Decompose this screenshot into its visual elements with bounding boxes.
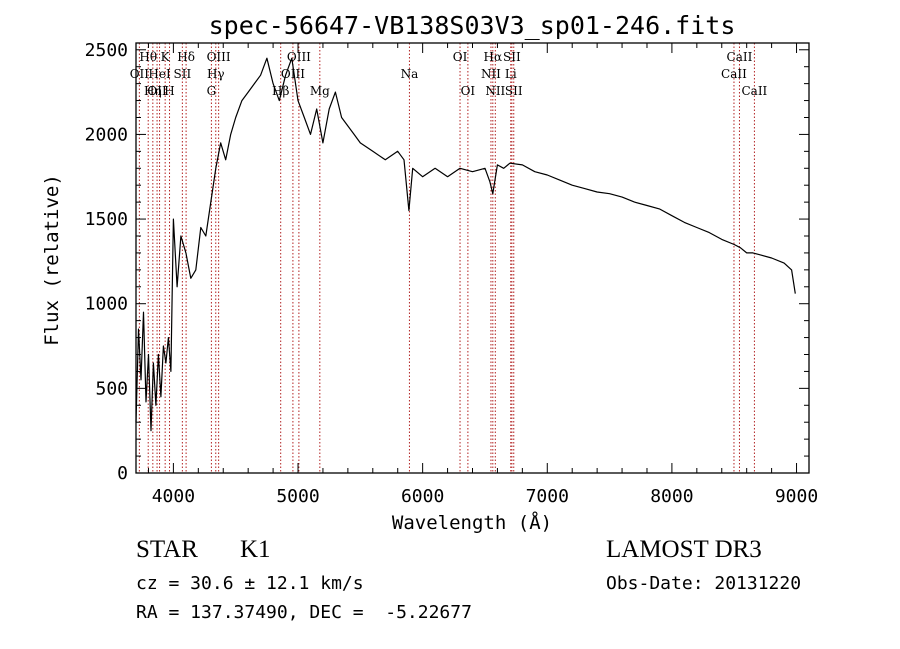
spectral-line-label: NII [485,84,505,98]
spectral-line-label: Hη [144,84,162,98]
object-subclass: K1 [240,536,271,563]
spectral-line-label: CaII [727,50,753,64]
spectral-line-label: CaII [721,67,747,81]
spectral-line-label: Hβ [272,84,289,98]
x-tick-label: 7000 [526,486,569,507]
object-class: STAR [136,536,198,563]
x-tick-label: 4000 [152,486,195,507]
spectral-line-label: K [161,50,171,64]
chart-title: spec-56647-VB138S03V3_sp01-246.fits [209,11,736,40]
spectral-line-label: OII [147,84,167,98]
x-tick-label: 8000 [650,486,693,507]
x-tick-label: 9000 [775,486,818,507]
ra-dec: RA = 137.37490, DEC = -5.22677 [136,602,472,623]
spectral-line-label: OI [461,84,476,98]
spectral-line-label: Li [505,67,517,81]
survey-name: LAMOST DR3 [606,536,762,563]
y-tick-label: 1500 [85,209,128,230]
y-tick-label: 500 [95,378,128,399]
y-axis: 0 500 1000 1500 2000 2500 [85,40,809,484]
spectral-line-label: OIII [281,67,305,81]
spectral-line-label: SII [503,50,521,64]
spectral-line-label: OI [453,50,468,64]
spectral-line-label: OIII [287,50,311,64]
y-tick-label: 2000 [85,124,128,145]
spectral-line-label: SII [505,84,523,98]
spectral-line-label: Mg [310,84,330,98]
spectral-line-label: H [164,84,174,98]
redshift-cz: cz = 30.6 ± 12.1 km/s [136,573,364,594]
observation-date: Obs-Date: 20131220 [606,573,802,594]
plot-frame [135,42,810,474]
spectral-line-labels: OIIHθHηOIIHeIKHSIIHδGHγOIIIHβOIIIOIIIMgN… [130,50,768,98]
y-tick-label: 1000 [85,294,128,315]
y-tick-label: 2500 [85,40,128,61]
spectral-line-label: NII [481,67,501,81]
spectral-line-label: HeI [148,67,171,81]
x-axis-label: Wavelength (Å) [392,511,552,534]
spectral-line-label: OIII [207,50,231,64]
spectrum-series [135,57,796,432]
spectral-line-label: Hθ [139,50,157,64]
y-tick-label: 0 [117,463,128,484]
spectral-line-label: OII [130,67,150,81]
spectral-line-label: G [207,84,217,98]
x-axis: 4000 5000 6000 7000 8000 9000 [147,43,818,507]
spectral-line-label: Hα [484,50,503,64]
spectral-line-label: Hδ [177,50,195,64]
spectral-line-label: Na [401,67,419,81]
spectral-line-markers [138,43,755,473]
x-tick-label: 5000 [276,486,319,507]
y-axis-label: Flux (relative) [41,174,63,346]
x-tick-label: 6000 [401,486,444,507]
spectral-line-label: CaII [741,84,767,98]
spectral-line-label: Hγ [207,67,225,81]
spectral-line-label: SII [174,67,192,81]
